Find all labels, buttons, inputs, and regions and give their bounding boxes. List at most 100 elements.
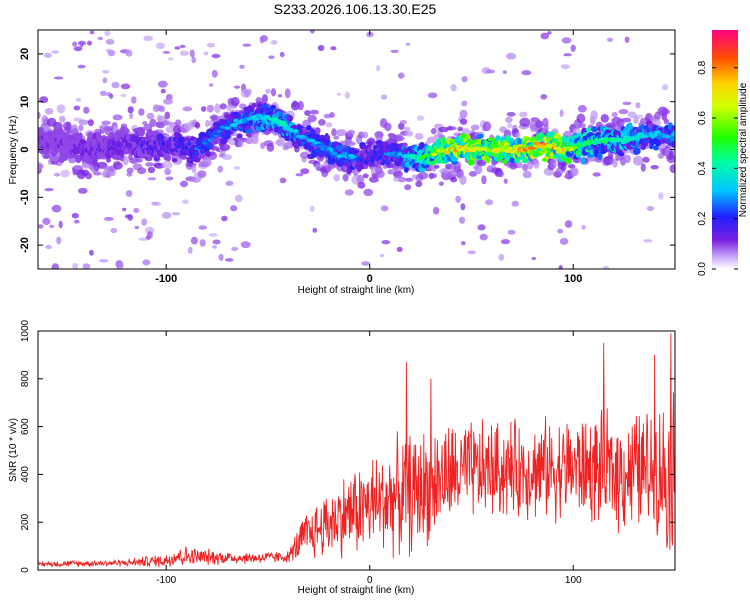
spectrogram-halo-cell (384, 122, 392, 132)
spectrogram-noise-cell (239, 64, 245, 69)
spectrogram-halo-cell (509, 162, 518, 170)
spectrogram-halo-cell (237, 138, 244, 148)
spectrogram-halo-cell (405, 130, 414, 137)
spectrogram-halo-cell (146, 112, 155, 120)
spectrogram-halo-cell (164, 168, 172, 176)
spectrogram-noise-cell (151, 201, 162, 207)
spectrogram-heatmap (38, 30, 675, 269)
spectrogram-noise-cell (89, 30, 95, 35)
snr-panel: -100 0 100 0 200 400 600 800 1000 Height of str… (8, 319, 676, 596)
spectrogram-noise-cell (602, 265, 610, 269)
spectrogram-noise-cell (405, 42, 411, 46)
spectrogram-noise-cell (72, 41, 78, 47)
spectrogram-noise-cell (502, 70, 507, 74)
spectrogram-noise-cell (470, 124, 480, 131)
spectrogram-noise-cell (233, 166, 241, 170)
spectrogram-core-cell (329, 148, 334, 153)
spectrogram-noise-cell (89, 249, 94, 256)
spectrogram-noise-cell (99, 90, 107, 97)
spectrogram-noise-cell (309, 30, 315, 34)
spectrogram-halo-cell (164, 111, 171, 120)
spectrogram-halo-cell (519, 111, 528, 118)
colorbar-tick-label: 0.4 (697, 161, 708, 175)
spectrogram-band-cell (108, 132, 116, 139)
snr-y-label: SNR (10 * v/v) (8, 418, 19, 482)
x-tick-label: 100 (564, 273, 582, 285)
spectrogram-band-cell (580, 157, 586, 165)
x-tick-label: -100 (156, 575, 176, 586)
spectrogram-halo-cell (318, 119, 326, 126)
spectrogram-halo-cell (244, 137, 254, 145)
spectrogram-noise-cell (455, 195, 461, 203)
spectrogram-halo-cell (299, 151, 310, 159)
spectrogram-band-cell (325, 135, 331, 140)
spectrogram-halo-cell (113, 161, 123, 170)
spectrogram-halo-cell (404, 126, 411, 132)
spectrogram-halo-cell (222, 154, 232, 161)
spectrogram-halo-cell (669, 164, 675, 173)
spectrogram-noise-cell (461, 241, 466, 246)
spectrogram-halo-cell (460, 118, 468, 125)
snr-frame (37, 330, 676, 571)
spectrogram-noise-cell (485, 69, 496, 74)
spectrogram-noise-cell (131, 96, 137, 104)
spectrogram-halo-cell (240, 89, 252, 98)
spectrogram-halo-cell (446, 126, 457, 131)
spectrogram-halo-cell (78, 119, 90, 125)
spectrogram-core-cell (209, 137, 215, 141)
spectrogram-halo-cell (62, 121, 72, 130)
spectrogram-halo-cell (101, 120, 111, 126)
spectrogram-noise-cell (77, 40, 87, 46)
spectrogram-noise-cell (56, 236, 62, 245)
spectrogram-noise-cell (142, 259, 151, 266)
spectrogram-halo-cell (159, 105, 166, 113)
spectrogram-halo-cell (87, 119, 94, 127)
spectrogram-noise-cell (179, 44, 186, 49)
spectrogram-noise-cell (417, 115, 424, 121)
spectrogram-halo-cell (505, 116, 513, 123)
spectrogram-noise-cell (49, 224, 55, 229)
spectrogram-noise-cell (182, 199, 189, 205)
spectrogram-halo-cell (362, 173, 369, 179)
spectrogram-noise-cell (97, 36, 104, 41)
spectrogram-noise-cell (111, 81, 120, 89)
spectrogram-noise-cell (146, 231, 153, 239)
y-tick-label: 1000 (20, 319, 31, 342)
y-tick-label: 10 (19, 96, 31, 108)
spectrogram-noise-cell (147, 177, 157, 181)
spectrogram-noise-cell (521, 70, 532, 76)
spectrogram-band-cell (429, 160, 437, 166)
spectrogram-band-cell (402, 142, 408, 148)
spectrogram-noise-cell (125, 190, 133, 197)
spectrogram-noise-cell (145, 226, 155, 235)
colorbar-ticks: 0.0 0.2 0.4 0.6 0.8 (697, 60, 738, 276)
spectrogram-halo-cell (307, 114, 317, 123)
spectrogram-band-cell (670, 127, 675, 132)
spectrogram-band-cell (516, 138, 522, 146)
spectrogram-noise-cell (60, 169, 70, 178)
spectrogram-noise-cell (187, 246, 193, 254)
spectrogram-noise-cell (109, 93, 114, 99)
spectrogram-halo-cell (362, 131, 369, 139)
spectrogram-noise-cell (506, 111, 516, 117)
spectrogram-halo-cell (522, 170, 532, 179)
spectrogram-noise-cell (76, 97, 81, 102)
spectrogram-noise-cell (450, 84, 457, 92)
spectrogram-noise-cell (547, 31, 552, 35)
spectrogram-halo-cell (276, 138, 286, 147)
spectrogram-core-cell (512, 144, 519, 149)
spectrogram-noise-cell (51, 50, 59, 54)
spectrogram-noise-cell (145, 162, 154, 167)
spectrogram-halo-cell (43, 154, 50, 159)
spectrogram-band-cell (586, 127, 592, 133)
spectrogram-band-cell (460, 132, 466, 139)
spectrogram-halo-cell (526, 161, 534, 170)
spectrogram-core-cell (572, 146, 578, 150)
spectrogram-noise-cell (208, 233, 218, 237)
spectrogram-halo-cell (515, 132, 521, 139)
spectrogram-noise-cell (71, 212, 79, 219)
spectrogram-noise-cell (461, 100, 468, 107)
spectrogram-noise-cell (270, 40, 278, 45)
spectrogram-noise-cell (397, 72, 405, 79)
